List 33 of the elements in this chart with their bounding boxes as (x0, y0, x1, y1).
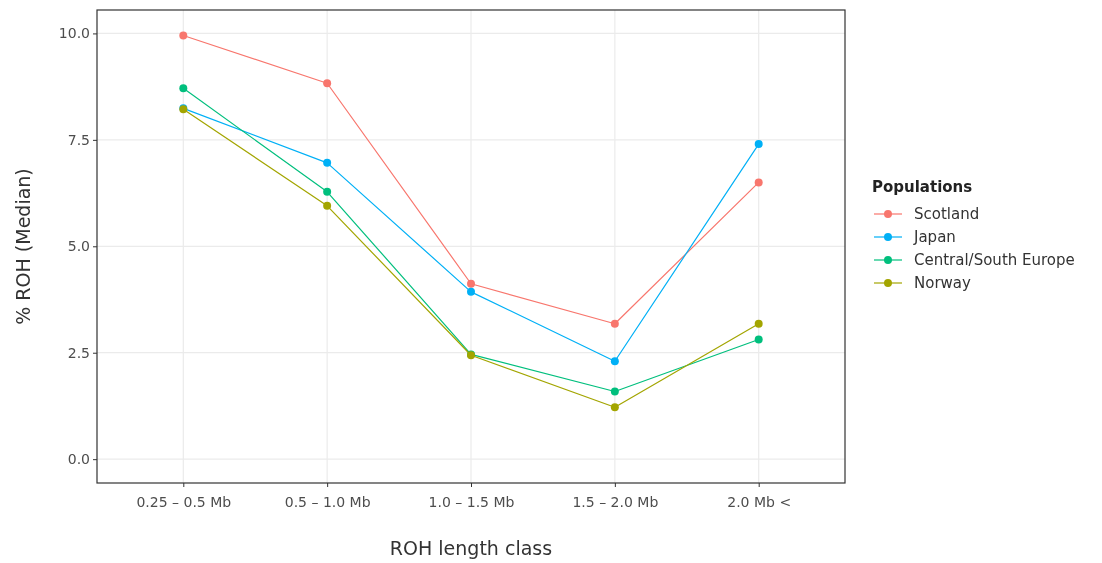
x-tick-label: 1.0 – 1.5 Mb (428, 493, 515, 510)
point (754, 335, 763, 344)
legend-title: Populations (872, 178, 973, 197)
legend-label: Scotland (914, 205, 980, 224)
point (610, 387, 619, 396)
point (467, 279, 475, 288)
point (754, 178, 763, 187)
x-axis-title: ROH length class (389, 537, 553, 559)
point (179, 84, 188, 93)
point (323, 79, 332, 88)
y-axis-title: % ROH (Median) (12, 168, 34, 325)
y-tick-label: 7.5 (67, 131, 90, 148)
legend-label: Japan (913, 228, 956, 247)
x-tick-label: 0.25 – 0.5 Mb (136, 493, 232, 510)
point (754, 140, 763, 149)
point (754, 319, 763, 328)
point (610, 357, 619, 366)
legend-label: Norway (914, 274, 972, 293)
legend-label: Central/South Europe (914, 251, 1075, 270)
point (467, 287, 475, 296)
point (323, 187, 332, 196)
point (179, 31, 188, 40)
x-tick-label: 0.5 – 1.0 Mb (284, 493, 371, 510)
point (610, 403, 619, 412)
point (323, 201, 332, 210)
x-tick-label: 1.5 – 2.0 Mb (572, 493, 659, 510)
y-tick-label: 0.0 (67, 451, 90, 468)
point (610, 319, 619, 328)
y-tick-label: 5.0 (67, 238, 90, 255)
x-tick-label: 2.0 Mb < (727, 493, 792, 510)
point (323, 158, 332, 167)
y-tick-label: 10.0 (58, 25, 90, 42)
y-tick-label: 2.5 (67, 344, 90, 361)
